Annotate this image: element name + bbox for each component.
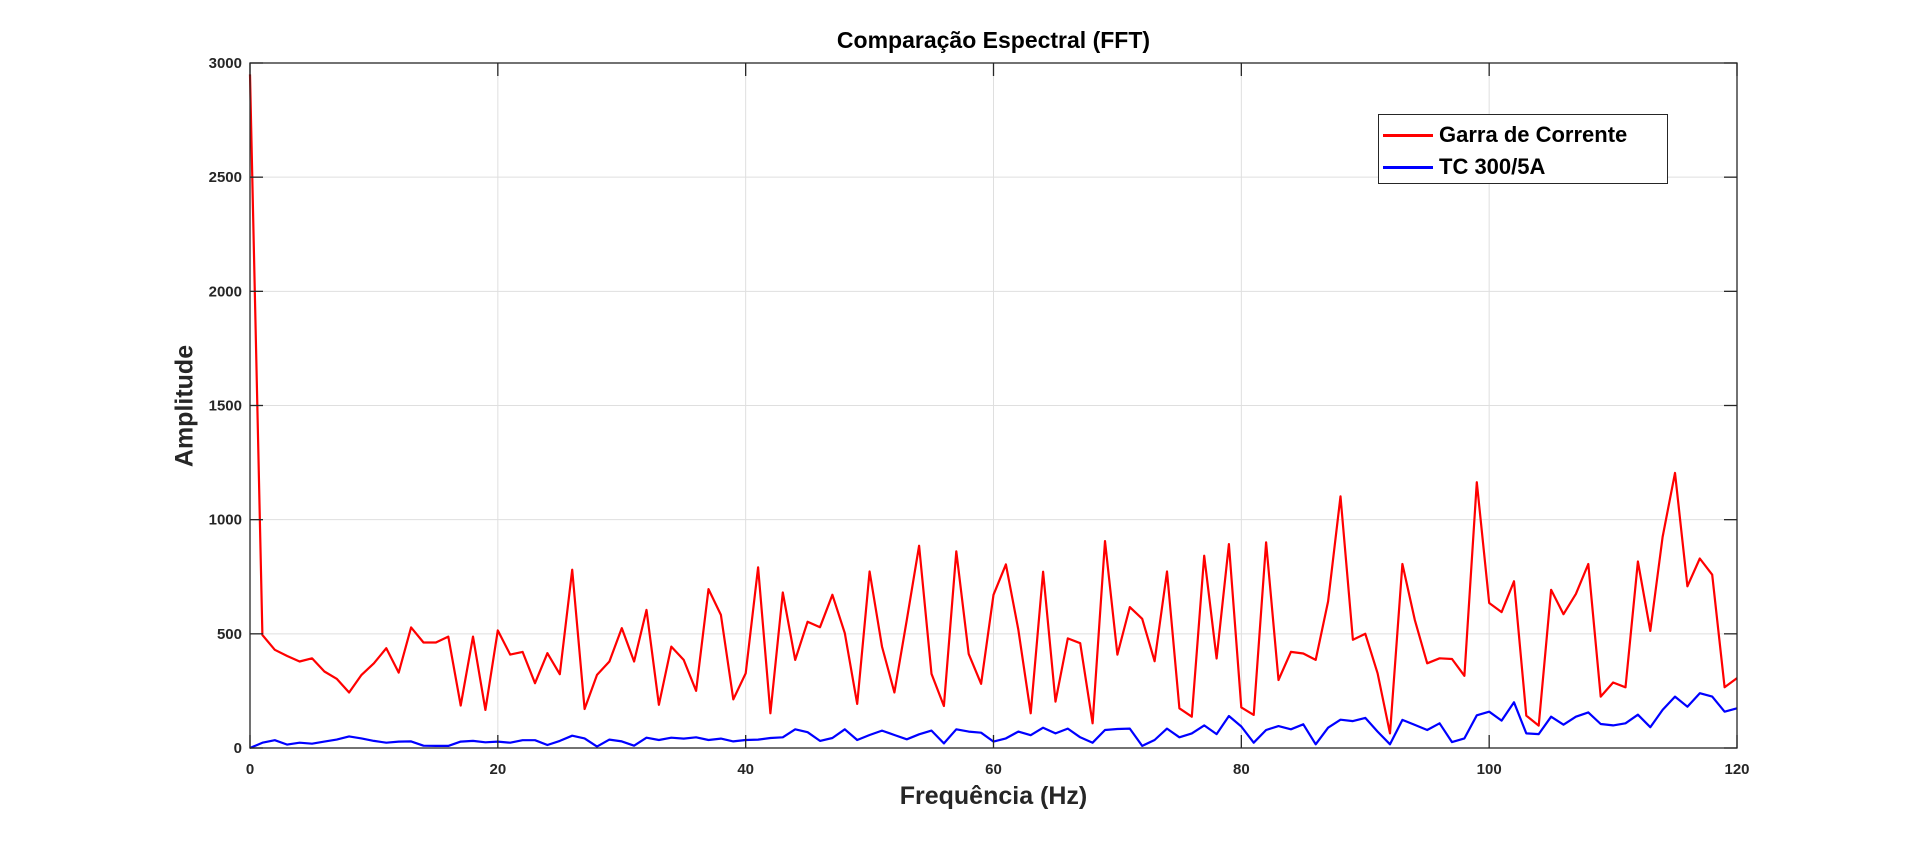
legend-swatch-red-line-icon <box>1383 133 1433 137</box>
legend-swatch-blue-line-icon <box>1383 165 1433 169</box>
legend-item-tc: TC 300/5A <box>1383 152 1545 182</box>
x-axis-label: Frequência (Hz) <box>899 782 1088 810</box>
legend: Garra de Corrente TC 300/5A <box>1378 114 1668 184</box>
legend-label: Garra de Corrente <box>1439 122 1628 147</box>
x-tick-label: 0 <box>246 761 254 778</box>
axis-ticks: 0 20 40 60 80 100 120 0 500 1000 1500 2000 2500 3000 <box>209 55 1750 778</box>
y-tick-label: 2500 <box>209 169 242 186</box>
y-axis-label: Amplitude <box>170 344 199 468</box>
x-tick-label: 60 <box>985 761 1002 778</box>
legend-item-garra: Garra de Corrente <box>1383 120 1627 150</box>
series-line <box>248 74 1738 735</box>
y-tick-label: 1500 <box>209 398 242 415</box>
y-tick-label: 1000 <box>209 512 242 529</box>
y-tick-label: 2000 <box>209 283 242 300</box>
x-tick-label: 80 <box>1233 761 1250 778</box>
y-tick-label: 3000 <box>209 55 242 72</box>
x-tick-label: 40 <box>737 761 754 778</box>
x-tick-label: 100 <box>1477 761 1502 778</box>
y-tick-label: 0 <box>234 740 242 757</box>
x-tick-label: 20 <box>489 761 506 778</box>
y-tick-label: 500 <box>217 626 242 643</box>
chart-title: Comparação Espectral (FFT) <box>836 27 1151 53</box>
legend-label: TC 300/5A <box>1439 154 1546 179</box>
x-tick-label: 120 <box>1724 761 1749 778</box>
